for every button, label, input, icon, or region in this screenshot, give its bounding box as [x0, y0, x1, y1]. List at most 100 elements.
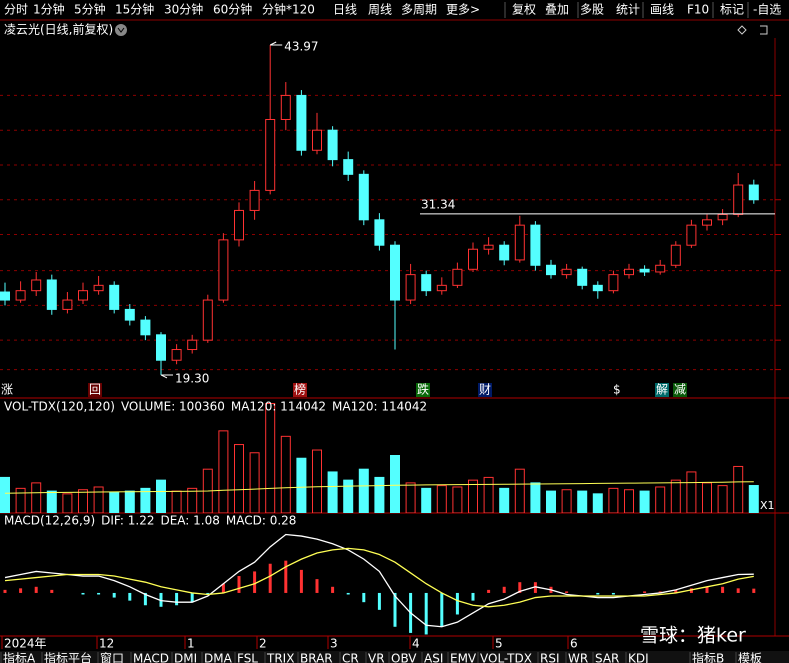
event-marker-bg[interactable] — [673, 383, 687, 397]
volume-bar — [390, 455, 400, 513]
toolbar-button[interactable]: 复权 — [512, 3, 536, 17]
tab[interactable]: EMV — [450, 652, 477, 663]
tab[interactable]: VOL-TDX — [480, 652, 532, 663]
candle-body — [312, 129, 322, 151]
toolbar-button[interactable]: 叠加 — [545, 3, 569, 17]
volume-bar — [140, 487, 151, 513]
candle-body — [655, 264, 666, 273]
event-marker[interactable]: 跌 — [417, 382, 429, 397]
tab[interactable]: DMI — [174, 652, 197, 663]
event-marker-bg[interactable] — [0, 383, 14, 397]
tab[interactable]: 窗口 — [100, 652, 124, 663]
tab[interactable]: RSI — [540, 652, 560, 663]
candle-body — [62, 299, 73, 310]
tab[interactable]: 指标B — [692, 651, 724, 663]
stock-title[interactable]: 凌云光(日线,前复权) — [4, 22, 113, 37]
toolbar-button[interactable]: 多股 — [580, 3, 604, 17]
tab[interactable]: OBV — [391, 652, 417, 663]
event-marker[interactable]: 回 — [89, 383, 101, 397]
candle-body — [530, 224, 541, 266]
event-marker-bg[interactable] — [416, 383, 430, 397]
candle-body — [468, 248, 478, 270]
volume-bar — [374, 476, 385, 513]
candle-body — [639, 268, 650, 273]
tab[interactable]: WR — [568, 652, 588, 663]
volume-bar — [639, 490, 650, 513]
event-marker[interactable]: 财 — [479, 383, 491, 397]
date-label: 5 — [495, 637, 503, 651]
toolbar-button[interactable]: 统计 — [616, 3, 640, 17]
tab[interactable]: 模板 — [738, 652, 762, 663]
tab[interactable]: FSL — [237, 652, 258, 663]
dropdown-icon[interactable] — [115, 24, 127, 36]
toolbar-button[interactable]: 15分钟 — [115, 2, 154, 17]
tab[interactable]: KDJ — [628, 652, 649, 663]
macd-plot — [3, 533, 756, 635]
toolbar-button[interactable]: 1分钟 — [33, 2, 65, 17]
event-marker[interactable]: 解 — [656, 383, 668, 397]
candle-body — [514, 224, 525, 261]
diamond-icon[interactable] — [737, 25, 747, 35]
event-marker-bg[interactable] — [612, 383, 626, 397]
toolbar-button[interactable]: 多周期 — [401, 3, 437, 17]
candle-body — [93, 284, 104, 292]
toolbar-button[interactable]: -自选 — [753, 3, 781, 17]
toolbar-button[interactable]: 画线 — [650, 3, 674, 17]
watermark: 雪球：猪ker — [640, 625, 746, 647]
toolbar-button[interactable]: 30分钟 — [164, 2, 203, 17]
toolbar-button[interactable]: 标记 — [720, 3, 744, 17]
toolbar-button[interactable]: 周线 — [368, 3, 392, 17]
volume-bar — [78, 489, 88, 513]
volume-bar — [280, 435, 291, 513]
candle-body — [31, 279, 42, 292]
volume-bar — [748, 485, 759, 513]
toolbar-button[interactable]: 60分钟 — [213, 2, 252, 17]
toolbar-button[interactable]: 分时 — [4, 3, 28, 17]
tab[interactable]: BRAR — [300, 652, 333, 663]
tab[interactable]: 指标A — [3, 651, 36, 663]
toolbar-button[interactable]: 更多> — [446, 3, 480, 17]
tab[interactable]: TRIX — [266, 652, 294, 663]
tab[interactable]: DMA — [204, 652, 233, 663]
volume-bar — [156, 479, 166, 513]
candle-body — [327, 129, 338, 161]
event-marker-bg[interactable] — [478, 383, 492, 397]
event-marker-bg[interactable] — [293, 383, 307, 397]
candle-body — [577, 268, 588, 286]
event-marker[interactable]: 减 — [674, 383, 686, 397]
panel-header: MA120: 114042 — [231, 400, 326, 414]
candle-body — [499, 244, 510, 261]
volume-bar — [608, 487, 619, 513]
volume-bar — [561, 489, 572, 513]
tab[interactable]: CR — [342, 652, 359, 663]
volume-bar — [577, 490, 588, 513]
tab[interactable]: VR — [368, 652, 385, 663]
tab[interactable]: MACD — [133, 652, 169, 663]
toolbar-button[interactable]: F10 — [687, 3, 709, 17]
tab[interactable]: SAR — [595, 652, 619, 663]
volume-bar — [15, 487, 26, 513]
event-marker-bg[interactable] — [88, 383, 102, 397]
candle-body — [156, 334, 166, 361]
candle-body — [249, 189, 260, 211]
candle-body — [452, 268, 463, 286]
dea-line — [4, 547, 754, 608]
tab[interactable]: 指标平台 — [44, 651, 92, 663]
volume-bar — [624, 489, 634, 513]
volume-bar — [733, 465, 744, 513]
panel-icon[interactable] — [760, 25, 768, 35]
candle-body — [265, 119, 276, 191]
volume-bar — [421, 487, 432, 513]
toolbar-button[interactable]: 分钟*120 — [262, 2, 315, 17]
toolbar-button[interactable]: 日线 — [333, 3, 357, 17]
date-label: 3 — [330, 637, 338, 651]
tab[interactable]: ASI — [424, 652, 443, 663]
event-marker[interactable]: 榜 — [294, 382, 306, 397]
toolbar-button[interactable]: 5分钟 — [74, 2, 106, 17]
candle-body — [592, 284, 603, 292]
event-marker[interactable]: $ — [613, 383, 621, 397]
volume-bar — [514, 468, 525, 513]
event-marker[interactable]: 涨 — [1, 382, 13, 397]
event-marker-bg[interactable] — [655, 383, 669, 397]
